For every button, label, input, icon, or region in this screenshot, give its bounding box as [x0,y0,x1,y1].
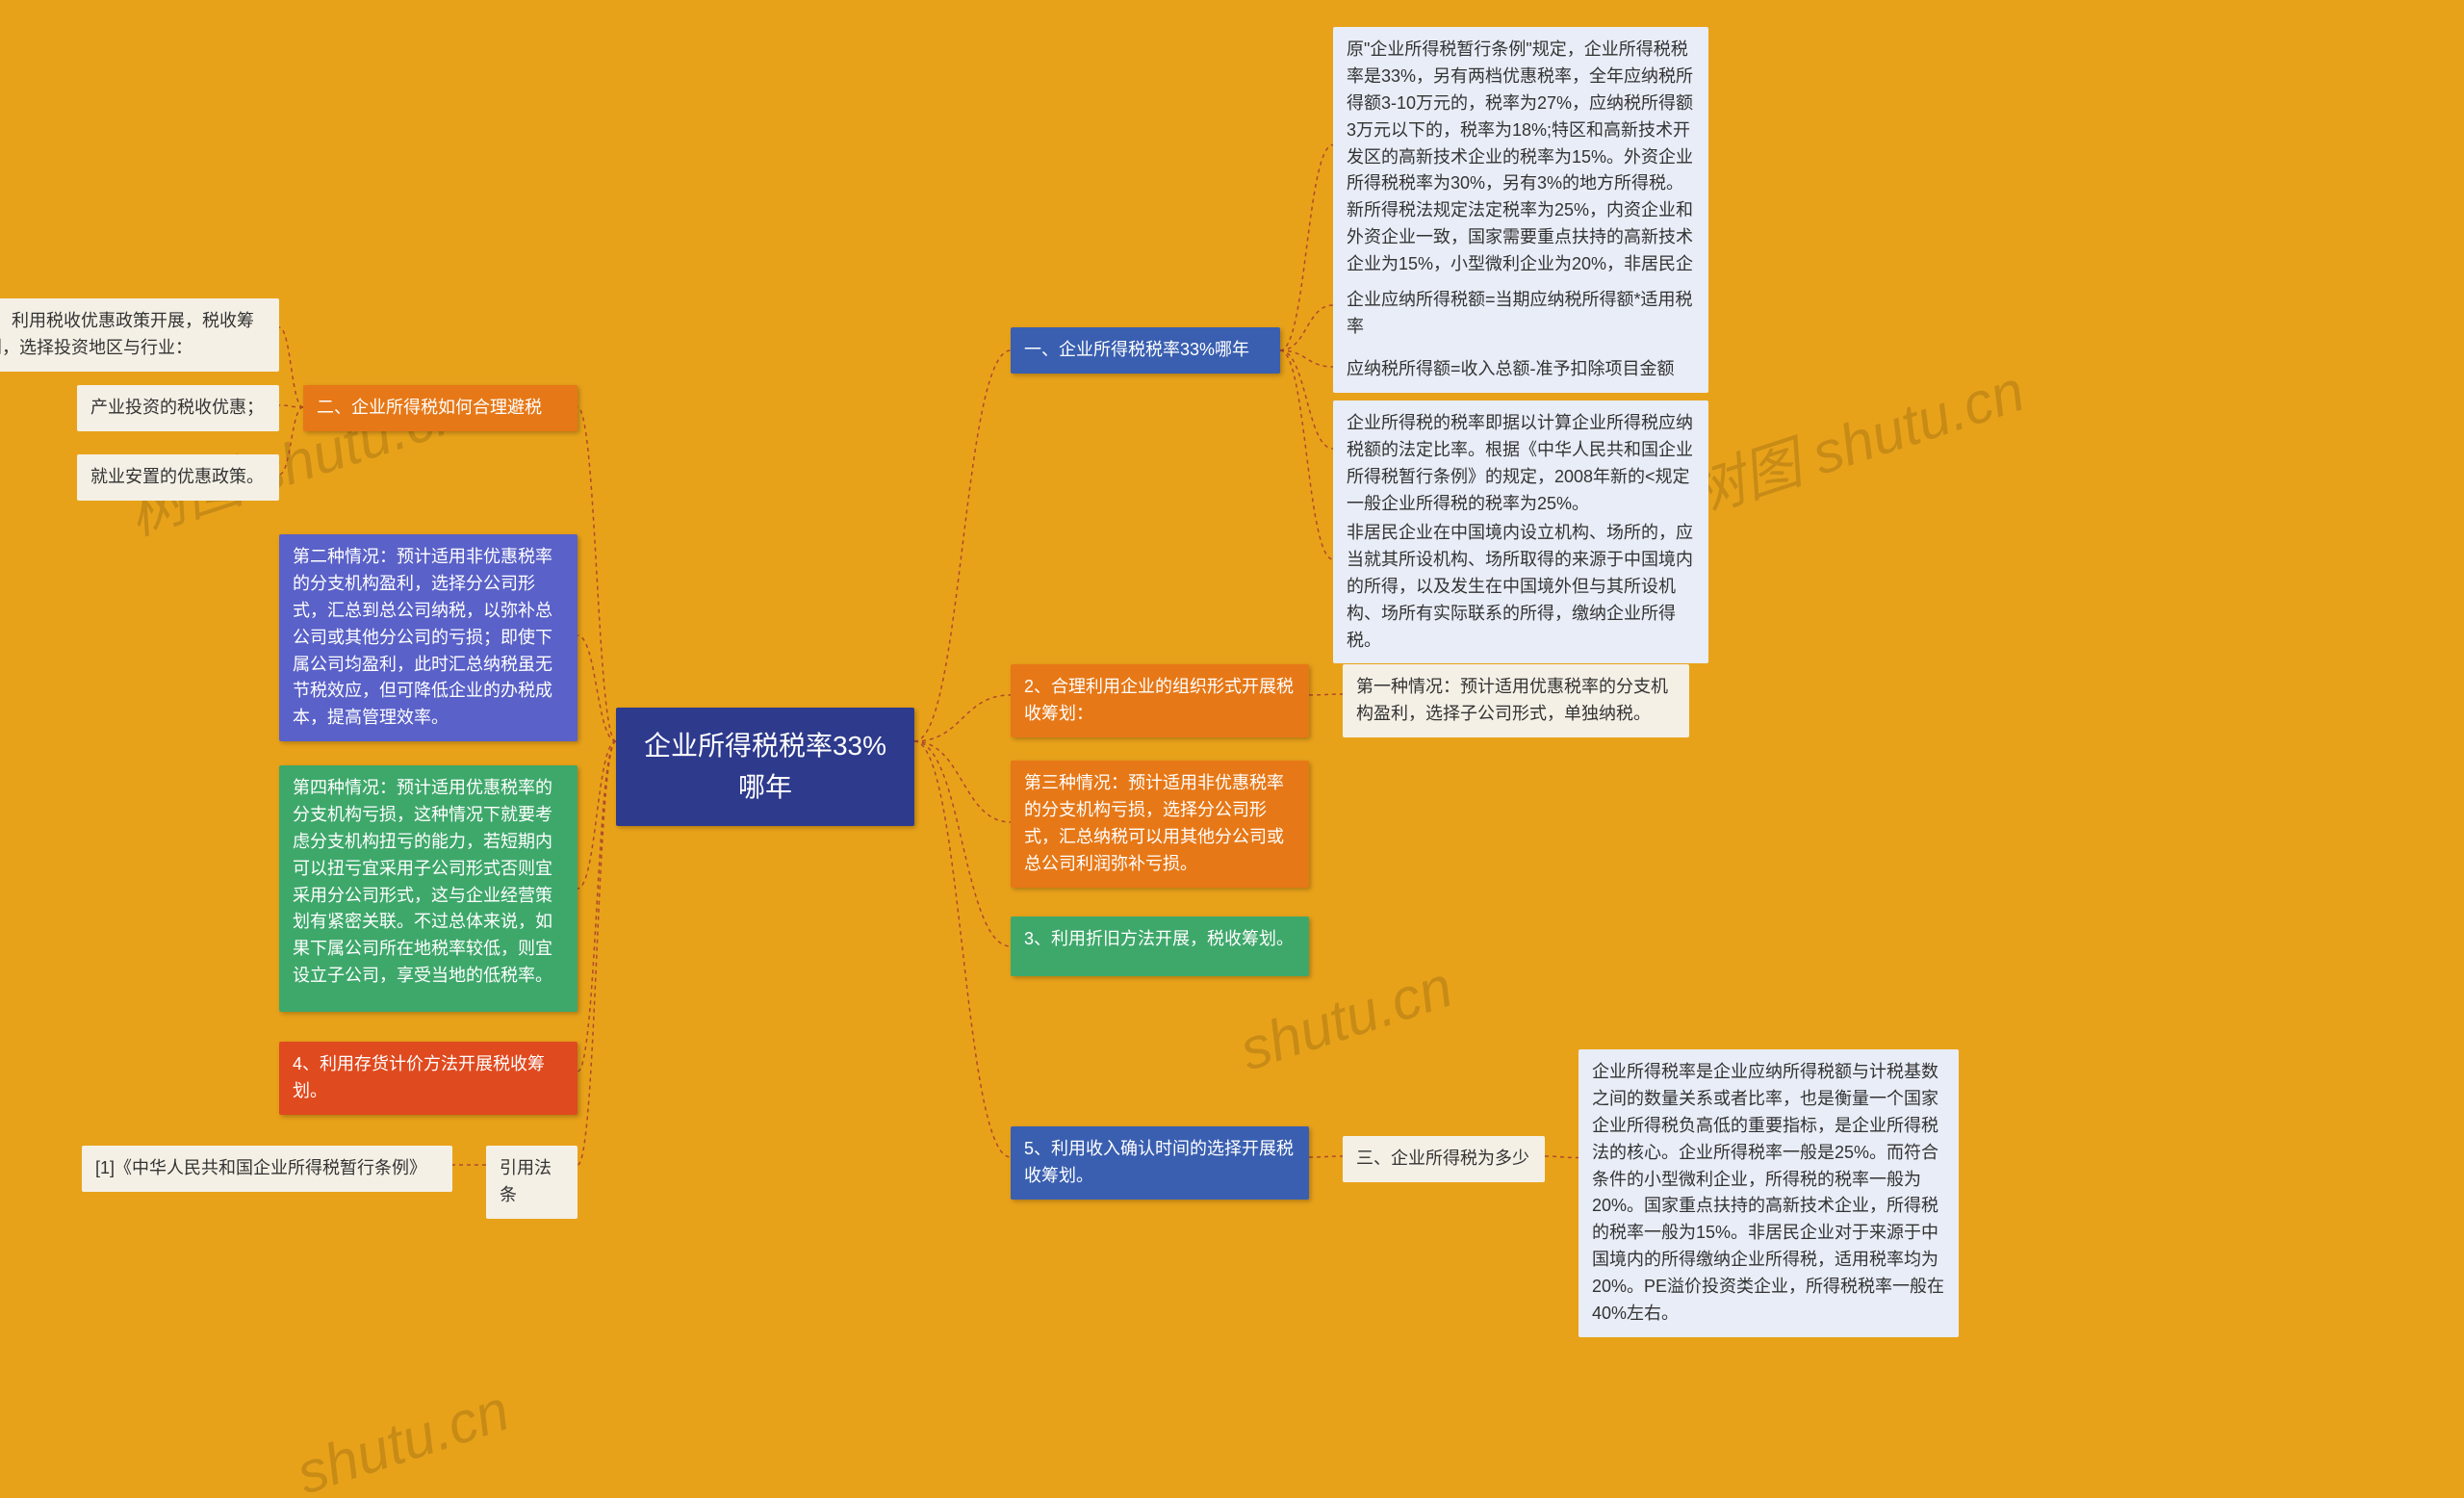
mindmap-node-r1b: 企业应纳所得税额=当期应纳税所得额*适用税率 [1333,277,1708,350]
mindmap-node-r3: 第三种情况：预计适用非优惠税率的分支机构亏损，选择分公司形式，汇总纳税可以用其他… [1011,761,1309,888]
mindmap-node-r1e: 非居民企业在中国境内设立机构、场所的，应当就其所设机构、场所取得的来源于中国境内… [1333,510,1708,663]
mindmap-node-l5a: [1]《中华人民共和国企业所得税暂行条例》 [82,1146,452,1192]
canvas-bg [0,0,2464,1498]
mindmap-node-root: 企业所得税税率33%哪年 [616,708,914,826]
mindmap-node-r1c: 应纳税所得额=收入总额-准予扣除项目金额 [1333,347,1708,393]
mindmap-node-r2: 2、合理利用企业的组织形式开展税收筹划： [1011,664,1309,737]
mindmap-node-l3: 第四种情况：预计适用优惠税率的分支机构亏损，这种情况下就要考虑分支机构扭亏的能力… [279,765,578,1012]
mindmap-node-r1: 一、企业所得税税率33%哪年 [1011,327,1280,374]
mindmap-node-l1: 二、企业所得税如何合理避税 [303,385,578,431]
mindmap-node-r2a: 第一种情况：预计适用优惠税率的分支机构盈利，选择子公司形式，单独纳税。 [1343,664,1689,737]
mindmap-node-l2: 第二种情况：预计适用非优惠税率的分支机构盈利，选择分公司形式，汇总到总公司纳税，… [279,534,578,741]
mindmap-node-r5a: 三、企业所得税为多少 [1343,1136,1545,1182]
mindmap-node-r4: 3、利用折旧方法开展，税收筹划。 [1011,917,1309,976]
mindmap-node-r1a: 原"企业所得税暂行条例"规定，企业所得税税率是33%，另有两档优惠税率，全年应纳… [1333,27,1708,315]
mindmap-node-r5: 5、利用收入确认时间的选择开展税收筹划。 [1011,1126,1309,1200]
mindmap-node-l1a: 1、利用税收优惠政策开展，税收筹划，选择投资地区与行业： [0,298,279,372]
mindmap-node-r5b: 企业所得税率是企业应纳所得税额与计税基数之间的数量关系或者比率，也是衡量一个国家… [1578,1049,1959,1337]
mindmap-node-r1d: 企业所得税的税率即据以计算企业所得税应纳税额的法定比率。根据《中华人民共和国企业… [1333,400,1708,528]
mindmap-node-l4: 4、利用存货计价方法开展税收筹划。 [279,1042,578,1115]
mindmap-node-l1c: 就业安置的优惠政策。 [77,454,279,501]
mindmap-node-l5: 引用法条 [486,1146,578,1219]
mindmap-node-l1b: 产业投资的税收优惠； [77,385,279,431]
